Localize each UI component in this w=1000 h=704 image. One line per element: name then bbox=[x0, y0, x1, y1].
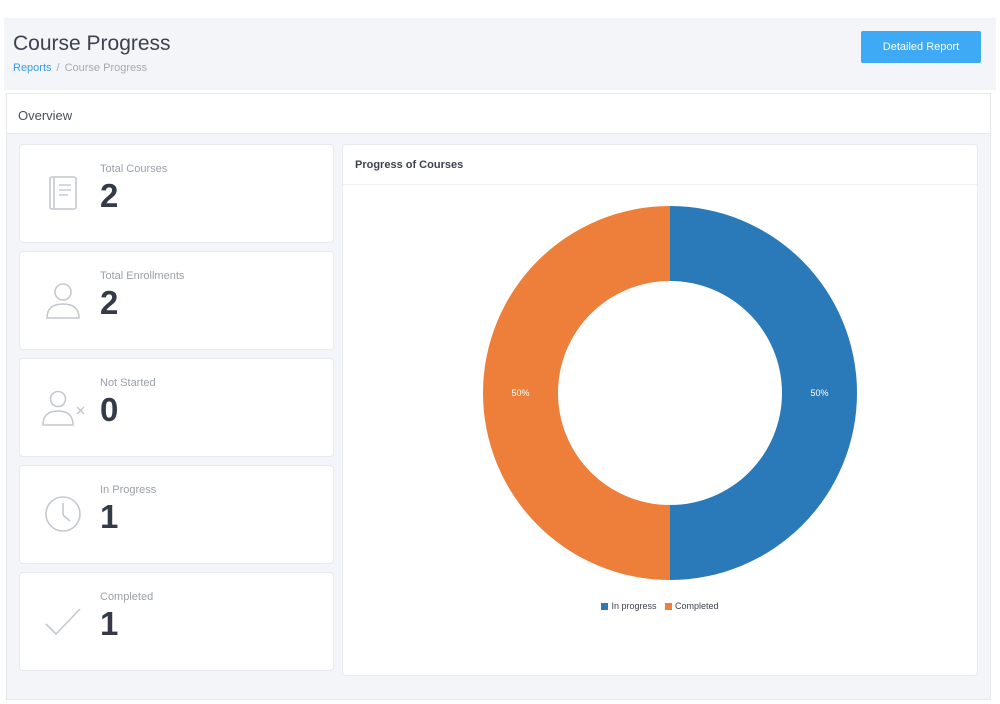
stat-label: Total Courses bbox=[100, 163, 168, 175]
slice-value-label: 50% bbox=[511, 388, 529, 398]
stat-card-in-progress: In Progress 1 bbox=[19, 465, 334, 564]
stat-card-total-courses: Total Courses 2 bbox=[19, 144, 334, 243]
stat-value: 2 bbox=[100, 177, 119, 214]
chart-legend: In progress Completed bbox=[343, 601, 977, 611]
breadcrumb-reports-link[interactable]: Reports bbox=[13, 62, 52, 74]
stat-value: 0 bbox=[100, 391, 119, 428]
page-title: Course Progress bbox=[13, 32, 171, 55]
stat-value: 2 bbox=[100, 284, 119, 321]
user-x-icon bbox=[42, 390, 85, 426]
legend-item-completed[interactable]: Completed bbox=[665, 601, 719, 611]
donut-slice-completed[interactable] bbox=[483, 206, 670, 580]
clock-icon bbox=[45, 496, 81, 532]
page-header: Course Progress Reports / Course Progress … bbox=[4, 18, 996, 90]
legend-label: Completed bbox=[675, 601, 719, 611]
overview-header: Overview bbox=[7, 94, 990, 134]
stat-card-not-started: Not Started 0 bbox=[19, 358, 334, 457]
stat-label: Total Enrollments bbox=[100, 270, 185, 282]
overview-panel: Overview Total Courses 2 Total Enrollmen… bbox=[6, 93, 991, 700]
chart-title: Progress of Courses bbox=[355, 159, 464, 171]
stat-card-total-enrollments: Total Enrollments 2 bbox=[19, 251, 334, 350]
stat-card-completed: Completed 1 bbox=[19, 572, 334, 671]
overview-title: Overview bbox=[18, 108, 73, 123]
stat-label: In Progress bbox=[100, 484, 157, 496]
legend-item-in-progress[interactable]: In progress bbox=[601, 601, 656, 611]
stat-label: Completed bbox=[100, 591, 154, 603]
legend-label: In progress bbox=[611, 601, 657, 611]
chart-header: Progress of Courses bbox=[343, 145, 977, 185]
stat-value: 1 bbox=[100, 498, 119, 535]
donut-slice-in-progress[interactable] bbox=[670, 206, 857, 580]
breadcrumb-current: Course Progress bbox=[64, 62, 148, 74]
chart-card-progress: Progress of Courses 50% 50% In progress C… bbox=[342, 144, 978, 676]
book-icon bbox=[49, 176, 77, 210]
detailed-report-button[interactable]: Detailed Report bbox=[861, 31, 981, 63]
user-icon bbox=[46, 283, 80, 319]
check-icon bbox=[45, 608, 81, 636]
donut-chart: 50% 50% bbox=[483, 206, 857, 580]
legend-swatch bbox=[601, 603, 609, 610]
stat-value: 1 bbox=[100, 605, 119, 642]
breadcrumb-separator: / bbox=[56, 62, 60, 74]
slice-value-label: 50% bbox=[810, 388, 828, 398]
stat-label: Not Started bbox=[100, 377, 156, 389]
legend-swatch bbox=[665, 603, 672, 610]
breadcrumb: Reports / Course Progress bbox=[13, 62, 147, 74]
